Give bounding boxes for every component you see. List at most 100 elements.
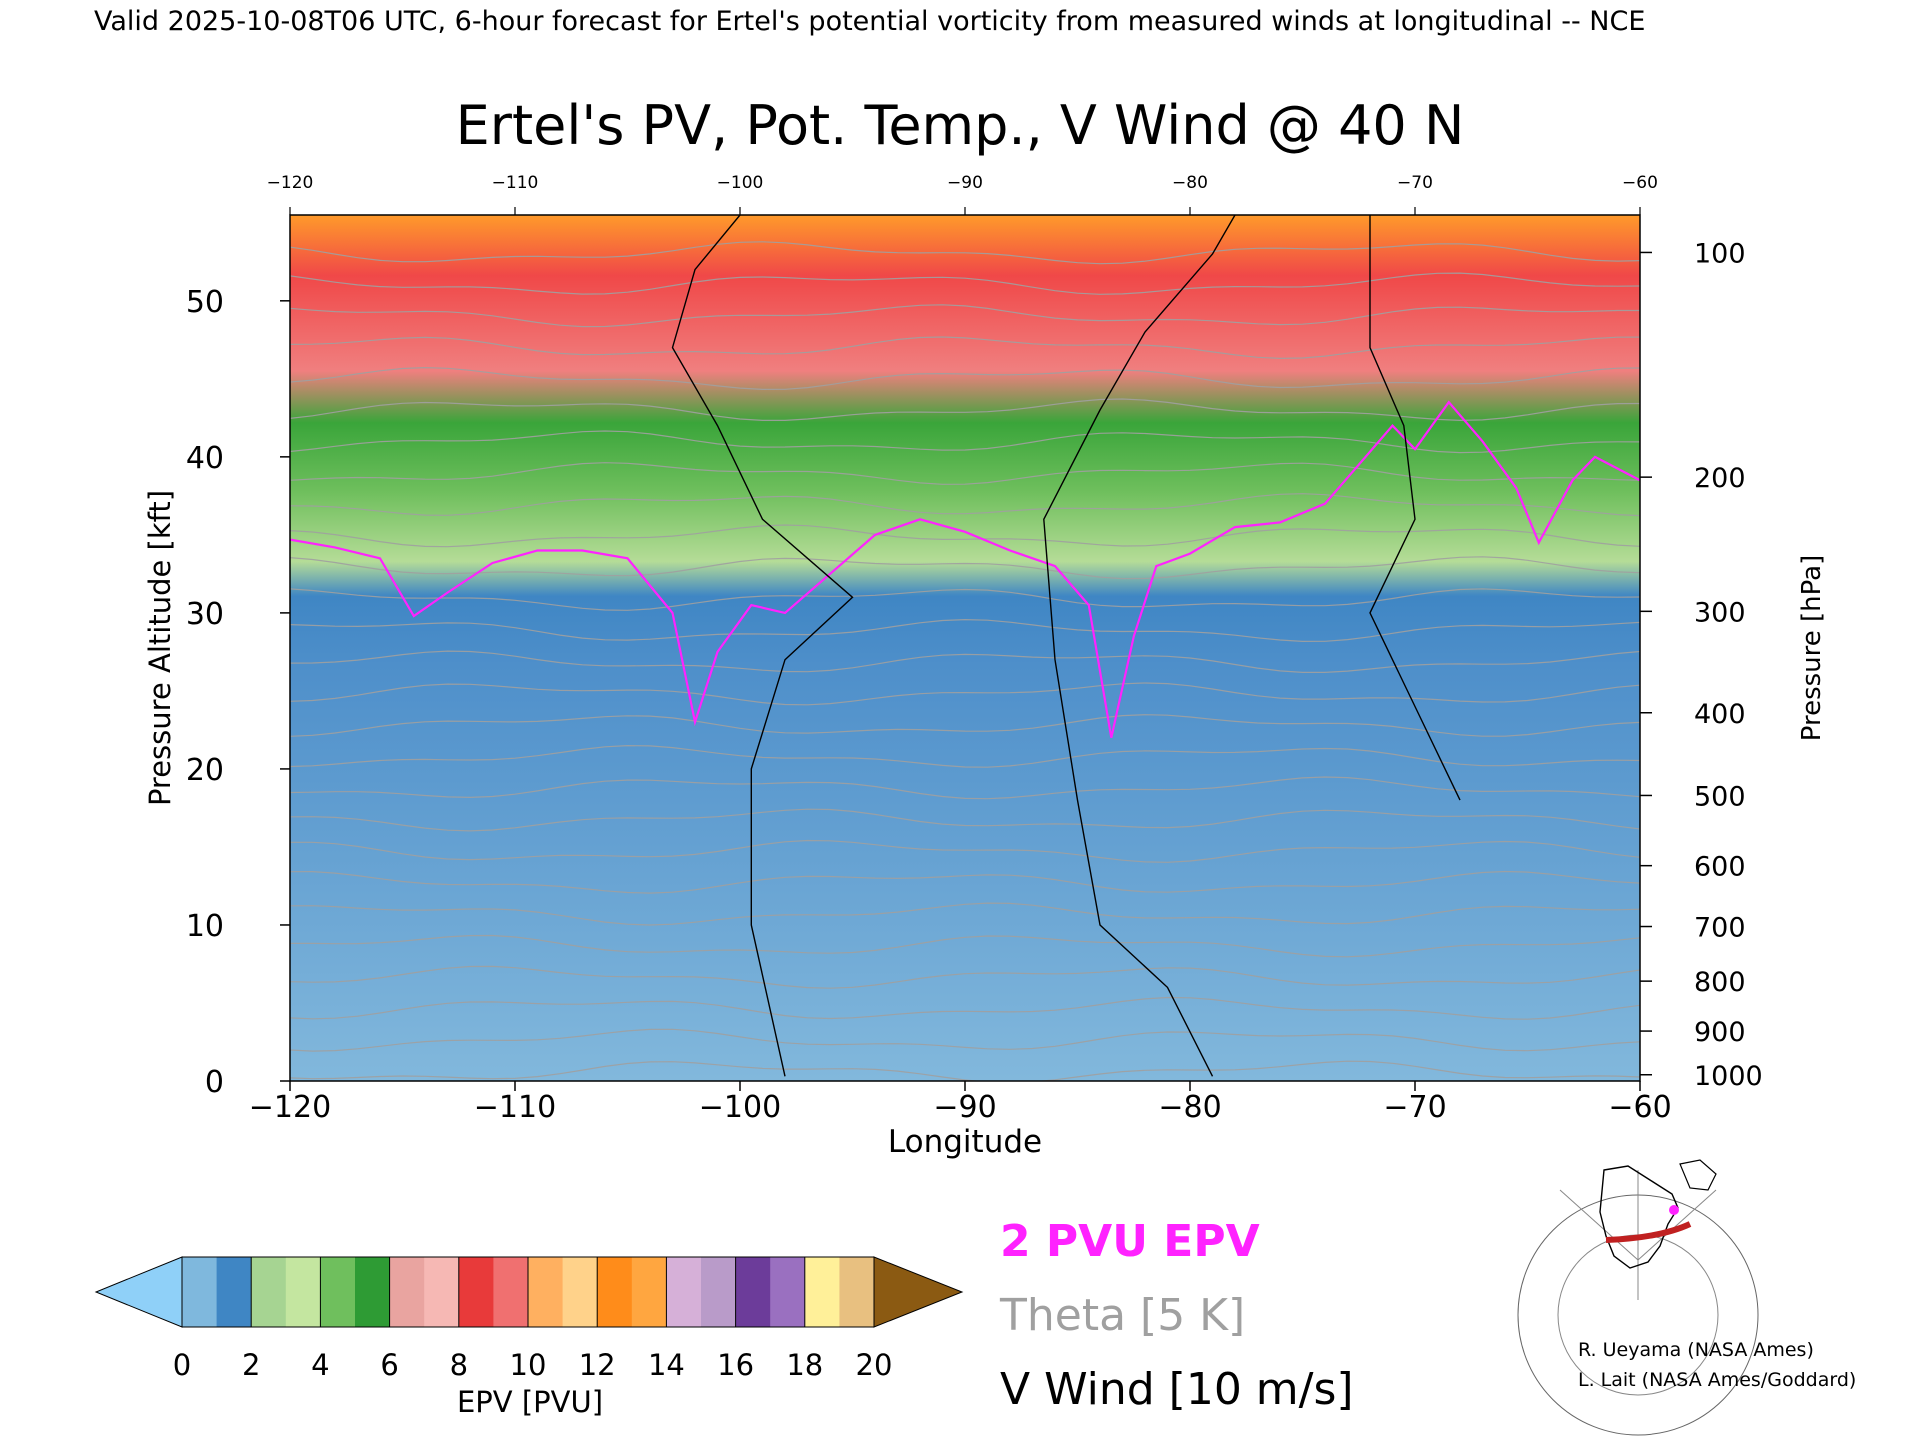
theta-isentrope (290, 996, 1640, 1020)
colorbar-segment (182, 1257, 218, 1327)
theta-isentrope (290, 241, 1640, 265)
colorbar-tick-label: 14 (648, 1348, 685, 1382)
colorbar-segment (389, 1257, 425, 1327)
colorbar-segment (320, 1257, 356, 1327)
theta-isentrope (290, 650, 1640, 673)
colorbar-segment (216, 1257, 252, 1327)
theta-isentrope (290, 462, 1640, 485)
pressure-tick-label: 800 (1694, 967, 1746, 998)
theta-isentrope (290, 839, 1640, 863)
theta-isentrope (290, 682, 1640, 706)
top-x-tick-label: −80 (1172, 173, 1208, 193)
x-tick-label: −90 (933, 1090, 996, 1125)
theta-isentrope (290, 776, 1640, 800)
colorbar-segment (597, 1257, 633, 1327)
y-tick-label: 10 (186, 909, 224, 944)
pressure-tick-label: 200 (1694, 463, 1746, 494)
colorbar-tick-label: 12 (579, 1348, 616, 1382)
x-tick-label: −100 (699, 1090, 781, 1125)
theta-isentrope (290, 870, 1640, 894)
locator-map (1517, 1150, 1759, 1436)
colorbar-tick-label: 4 (311, 1348, 329, 1382)
colorbar-segment (631, 1257, 667, 1327)
theta-isentrope (290, 398, 1640, 422)
colorbar-low-arrow (94, 1256, 183, 1328)
colorbar-segment (770, 1257, 806, 1327)
plot-content (290, 215, 1640, 1081)
colorbar-segment (424, 1257, 460, 1327)
credit-line-1: R. Ueyama (NASA Ames) (1578, 1339, 1814, 1361)
y-axis-label-right: Pressure [hPa] (1797, 555, 1827, 742)
top-x-tick-label: −100 (717, 173, 764, 193)
colorbar-high-arrow (873, 1256, 964, 1328)
theta-isentrope (290, 744, 1640, 768)
top-x-tick-label: −120 (267, 173, 314, 193)
credit-line-2: L. Lait (NASA Ames/Goddard) (1578, 1369, 1856, 1391)
pressure-tick-label: 600 (1694, 852, 1746, 883)
colorbar-tick-label: 16 (717, 1348, 754, 1382)
theta-isentrope (290, 618, 1640, 643)
plot-area (289, 214, 1641, 1082)
x-tick-label: −110 (474, 1090, 556, 1125)
colorbar-segment (251, 1257, 287, 1327)
colorbar-tick-label: 6 (380, 1348, 398, 1382)
colorbar: 0 2 4 6 8 10 12 14 16 18 20 (94, 1256, 964, 1382)
pressure-tick-label: 500 (1694, 781, 1746, 812)
theta-isentrope (290, 808, 1640, 832)
v-wind-contour (1043, 215, 1236, 1077)
theta-isentrope (290, 272, 1640, 295)
theta-isentrope (290, 336, 1640, 360)
valid-time-header: Valid 2025-10-08T06 UTC, 6-hour forecast… (94, 6, 1645, 37)
colorbar-segment (804, 1257, 840, 1327)
top-x-tick-label: −90 (947, 173, 983, 193)
theta-isentrope (290, 366, 1640, 391)
y-tick-label: 50 (186, 285, 224, 320)
x-axis-label: Longitude (888, 1124, 1042, 1160)
pressure-tick-label: 700 (1694, 913, 1746, 944)
y-tick-label: 0 (205, 1065, 224, 1100)
colorbar-segment (735, 1257, 771, 1327)
theta-isentrope (290, 1028, 1640, 1052)
colorbar-segment (666, 1257, 702, 1327)
theta-isentrope (290, 714, 1640, 737)
colorbar-segment (839, 1257, 875, 1327)
x-tick-label: −70 (1383, 1090, 1446, 1125)
top-x-tick-label: −70 (1397, 173, 1433, 193)
colorbar-segment (562, 1257, 598, 1327)
theta-isentrope (290, 934, 1640, 958)
x-tick-label: −60 (1608, 1090, 1671, 1125)
y-axis-label-left: Pressure Altitude [kft] (143, 490, 177, 806)
chart-title: Ertel's PV, Pot. Temp., V Wind @ 40 N (456, 94, 1465, 157)
x-tick-label: −80 (1158, 1090, 1221, 1125)
colorbar-tick-label: 2 (242, 1348, 260, 1382)
colorbar-segment (458, 1257, 494, 1327)
pressure-tick-label: 100 (1694, 238, 1746, 269)
theta-isentrope (290, 556, 1640, 580)
y-tick-label: 30 (186, 597, 224, 632)
theta-isentrope (290, 493, 1640, 517)
legend-theta: Theta [5 K] (999, 1290, 1245, 1341)
colorbar-segment (701, 1257, 737, 1327)
pressure-tick-label: 400 (1694, 699, 1746, 730)
theta-isentrope (290, 588, 1640, 611)
theta-isentrope (290, 524, 1640, 548)
v-wind-contour (671, 215, 854, 1077)
theta-isentrope (290, 304, 1640, 328)
theta-isentrope (290, 902, 1640, 926)
top-x-tick-label: −110 (492, 173, 539, 193)
colorbar-segment (285, 1257, 321, 1327)
top-x-tick-label: −60 (1622, 173, 1658, 193)
colorbar-segment (355, 1257, 391, 1327)
pressure-tick-label: 900 (1694, 1017, 1746, 1048)
y-tick-label: 40 (186, 441, 224, 476)
colorbar-tick-label: 18 (786, 1348, 823, 1382)
colorbar-segment (493, 1257, 529, 1327)
theta-isentrope (290, 1060, 1640, 1081)
legend-pv-contour: 2 PVU EPV (1000, 1216, 1260, 1267)
colorbar-tick-label: 8 (450, 1348, 468, 1382)
pv-2pvu-contour (290, 400, 1640, 738)
x-tick-label: −120 (249, 1090, 331, 1125)
colorbar-label: EPV [PVU] (457, 1385, 603, 1419)
y-tick-label: 20 (186, 753, 224, 788)
